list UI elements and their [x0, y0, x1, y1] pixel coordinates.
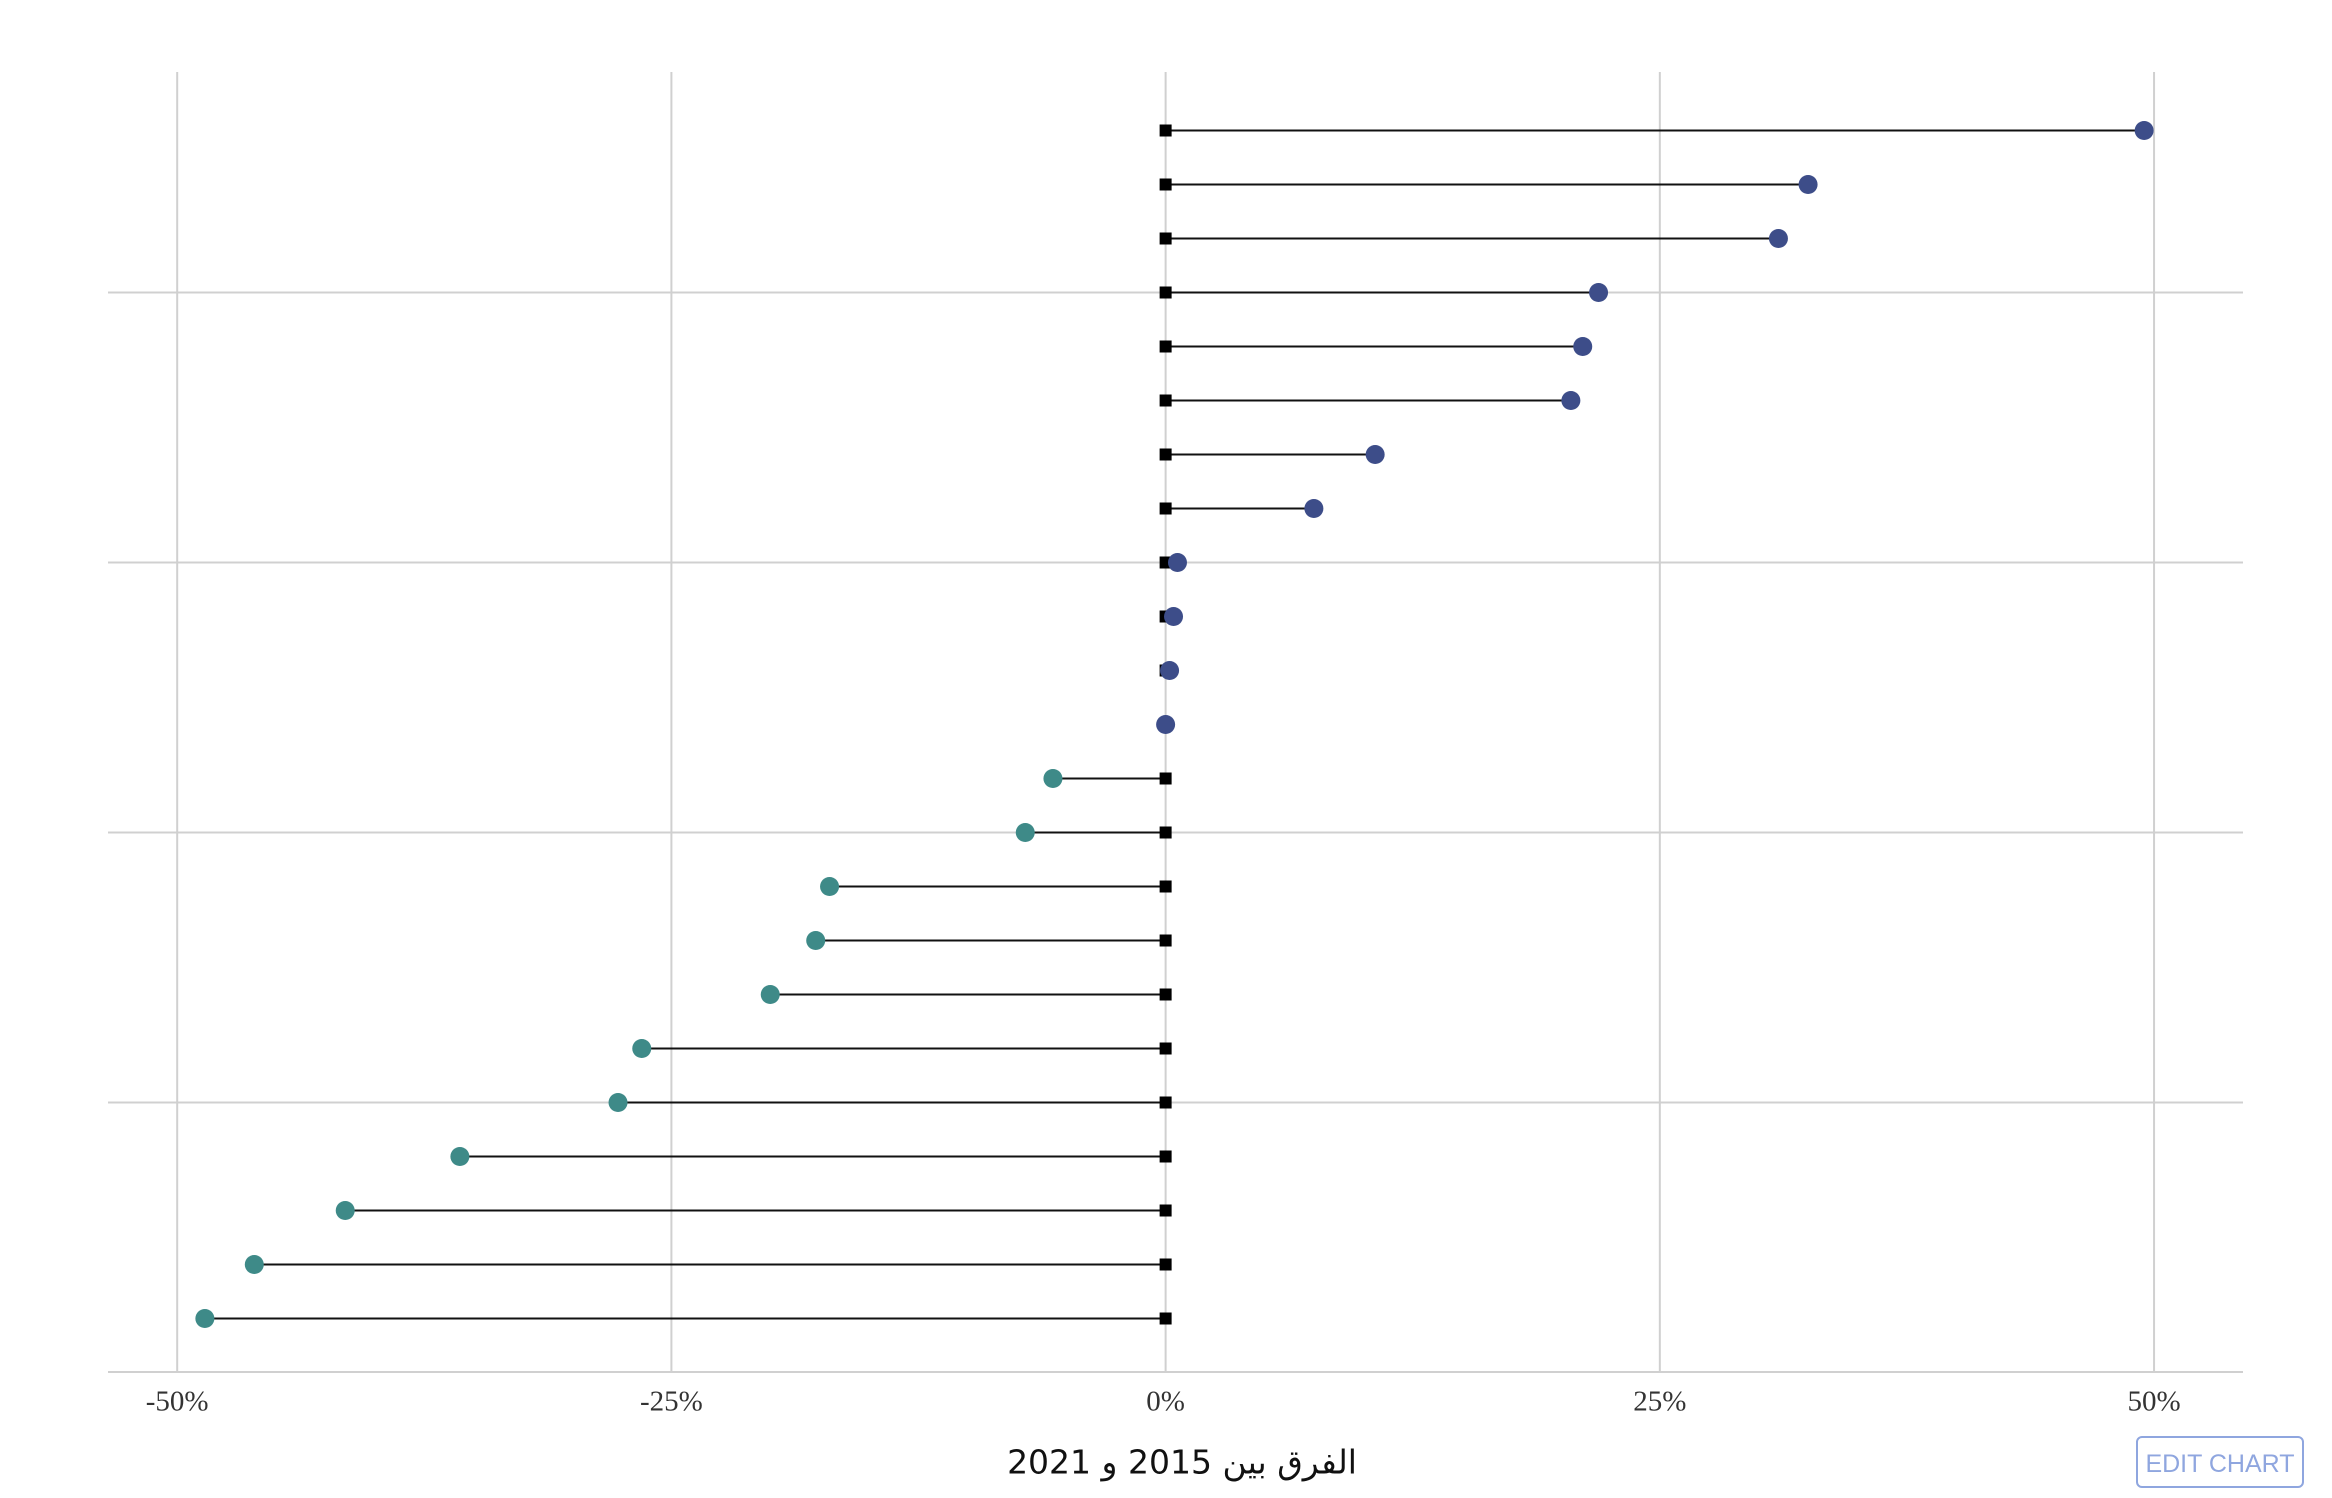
dot	[1167, 553, 1187, 572]
x-tick-label: 50%	[2127, 1386, 2180, 1418]
dot	[820, 877, 840, 896]
base-marker	[1159, 448, 1172, 461]
base-marker	[1159, 988, 1172, 1001]
dot	[335, 1201, 355, 1220]
base-marker	[1159, 772, 1172, 785]
dot	[632, 1039, 652, 1058]
dot	[1015, 823, 1035, 842]
dot	[1798, 175, 1818, 194]
base-marker	[1159, 1258, 1172, 1271]
base-marker	[1159, 1150, 1172, 1163]
dot	[2134, 121, 2154, 140]
x-axis-title: الفرق بين 2015 و 2021	[1007, 1443, 1357, 1482]
dot	[1573, 337, 1593, 356]
dot	[244, 1255, 264, 1274]
dot	[450, 1147, 470, 1166]
base-marker	[1159, 124, 1172, 137]
dot	[1768, 229, 1788, 248]
dot	[608, 1093, 628, 1112]
dot	[1156, 715, 1176, 734]
base-marker	[1159, 340, 1172, 353]
base-marker	[1159, 232, 1172, 245]
base-marker	[1159, 1204, 1172, 1217]
base-marker	[1159, 1042, 1172, 1055]
base-marker	[1159, 178, 1172, 191]
dot	[1164, 607, 1184, 626]
dot	[1043, 769, 1063, 788]
base-marker	[1159, 1312, 1172, 1325]
dot	[1561, 391, 1581, 410]
dot	[1304, 499, 1324, 518]
dot	[1589, 283, 1609, 302]
edit-chart-button[interactable]: EDIT CHART	[2136, 1436, 2304, 1488]
base-marker	[1159, 1096, 1172, 1109]
x-tick-label: 25%	[1633, 1386, 1686, 1418]
dot	[1365, 445, 1385, 464]
base-marker	[1159, 826, 1172, 839]
base-marker	[1159, 934, 1172, 947]
base-marker	[1159, 880, 1172, 893]
base-marker	[1159, 502, 1172, 515]
base-marker	[1159, 286, 1172, 299]
dot	[760, 985, 780, 1004]
x-tick-label: 0%	[1146, 1386, 1185, 1418]
dot	[806, 931, 826, 950]
dot	[195, 1309, 215, 1328]
dot	[1160, 661, 1180, 680]
base-marker	[1159, 394, 1172, 407]
x-tick-label: -25%	[640, 1386, 703, 1418]
x-tick-label: -50%	[146, 1386, 209, 1418]
